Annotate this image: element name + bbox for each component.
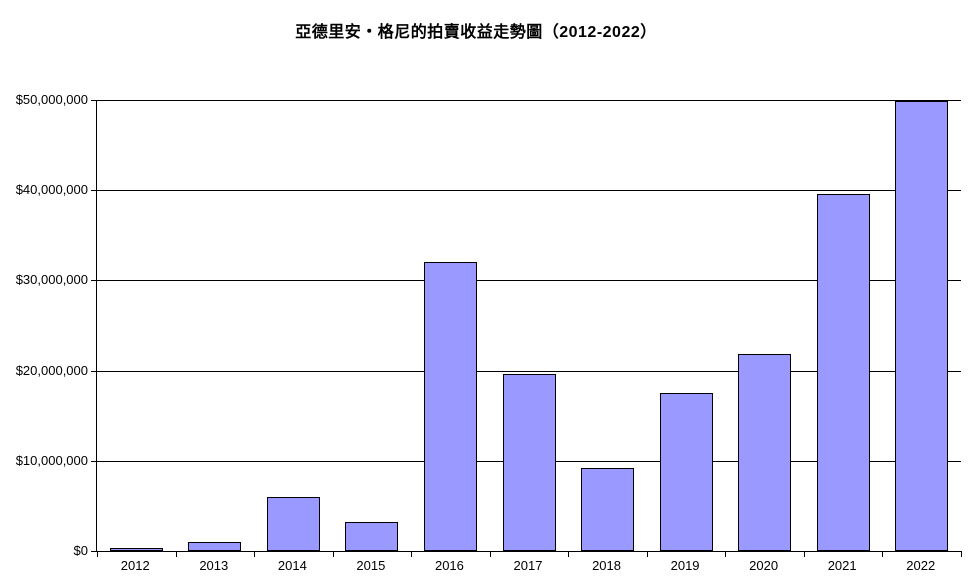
gridline bbox=[97, 370, 961, 372]
bar-2020 bbox=[738, 354, 792, 551]
y-axis-tick-label: $50,000,000 bbox=[15, 92, 88, 107]
bar-2017 bbox=[502, 374, 556, 551]
x-axis-label-2016: 2016 bbox=[434, 558, 464, 573]
bar-2012 bbox=[109, 548, 163, 551]
x-axis-label-2018: 2018 bbox=[592, 558, 621, 573]
y-axis-tick-label: $40,000,000 bbox=[15, 182, 88, 198]
bar-2015 bbox=[345, 522, 399, 551]
x-axis-label-2013: 2013 bbox=[199, 558, 229, 573]
x-axis-label-2022: 2022 bbox=[906, 558, 936, 573]
y-axis-tick bbox=[91, 280, 97, 282]
gridline bbox=[97, 190, 961, 192]
bar-2013 bbox=[188, 541, 242, 551]
bar-2021 bbox=[816, 193, 870, 551]
y-axis-tick bbox=[91, 190, 97, 192]
x-axis-label-2021: 2021 bbox=[827, 558, 857, 573]
x-axis-tick bbox=[332, 551, 334, 557]
x-axis-tick bbox=[646, 551, 648, 557]
bar-2022 bbox=[895, 100, 949, 551]
y-axis-tick-label: $30,000,000 bbox=[15, 272, 88, 288]
y-axis-tick-label: $0 bbox=[73, 543, 88, 558]
x-axis-label-2017: 2017 bbox=[513, 558, 543, 573]
x-axis-tick bbox=[568, 551, 570, 557]
y-axis-tick bbox=[91, 460, 97, 462]
bar-2016 bbox=[423, 262, 477, 551]
y-axis-tick-label: $10,000,000 bbox=[15, 452, 88, 468]
bar-2018 bbox=[581, 468, 635, 551]
gridline bbox=[97, 100, 961, 101]
x-axis-tick bbox=[961, 551, 962, 557]
x-axis-tick bbox=[803, 551, 805, 557]
x-axis-tick bbox=[489, 551, 491, 557]
x-axis-tick bbox=[97, 551, 98, 557]
x-axis-label-2019: 2019 bbox=[670, 558, 700, 573]
x-axis-tick bbox=[175, 551, 177, 557]
x-axis-label-2015: 2015 bbox=[356, 558, 386, 573]
bar-2019 bbox=[659, 393, 713, 551]
y-axis-tick bbox=[91, 551, 97, 552]
plot-area bbox=[91, 100, 962, 557]
bar-2014 bbox=[266, 496, 320, 551]
gridline bbox=[97, 280, 961, 282]
x-axis-tick bbox=[882, 551, 884, 557]
x-axis-label-2020: 2020 bbox=[749, 558, 779, 573]
x-axis-label-2012: 2012 bbox=[120, 558, 150, 573]
y-axis-tick-label: $20,000,000 bbox=[15, 362, 88, 378]
x-axis-tick bbox=[411, 551, 413, 557]
chart-title: 亞德里安・格尼的拍賣收益走勢圖（2012-2022） bbox=[295, 24, 657, 41]
y-axis-tick bbox=[91, 370, 97, 372]
x-axis-tick bbox=[725, 551, 727, 557]
y-axis-tick bbox=[91, 100, 97, 101]
x-axis-tick bbox=[254, 551, 256, 557]
x-axis-label-2014: 2014 bbox=[277, 558, 307, 573]
